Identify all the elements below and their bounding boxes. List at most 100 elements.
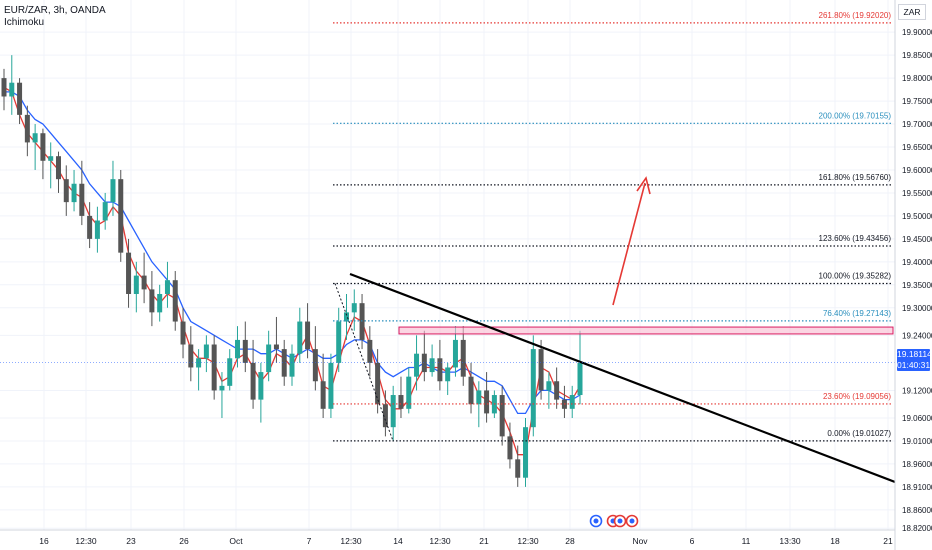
candle-body: [437, 358, 443, 382]
bar-countdown: 01:40:31: [897, 359, 931, 370]
candle-body: [499, 395, 505, 437]
candle-body: [9, 82, 15, 97]
price-tick-label: 19.80000: [902, 74, 932, 83]
time-tick-label: 6: [690, 536, 695, 546]
time-tick-label: Oct: [229, 536, 243, 546]
candle-body: [468, 376, 474, 405]
candle-body: [460, 339, 466, 377]
price-tick-label: 19.90000: [902, 28, 932, 37]
candle-body: [569, 395, 575, 409]
fib-level-label: 161.80% (19.56760): [819, 173, 892, 182]
target-arrow: [612, 182, 646, 306]
candle-body: [180, 321, 186, 345]
candle-body: [406, 376, 412, 409]
candle-body: [530, 349, 536, 428]
event-icon-dot: [593, 518, 599, 524]
candle-body: [414, 353, 420, 377]
time-tick-label: 18: [830, 536, 840, 546]
candle-body: [484, 390, 490, 414]
candle-body: [429, 358, 435, 373]
time-tick-label: 7: [307, 536, 312, 546]
last-price: 19.18114: [897, 349, 932, 359]
fib-level-label: 100.00% (19.35282): [819, 272, 892, 281]
fib-level-label: 23.60% (19.09056): [823, 392, 891, 401]
time-tick-label: 28: [565, 536, 575, 546]
time-tick-label: 12:30: [429, 536, 451, 546]
candle-body: [118, 179, 124, 253]
fibonacci-levels: 261.80% (19.92020) 200.00% (19.70155) 161.…: [333, 11, 893, 442]
currency-label[interactable]: ZAR: [898, 4, 926, 20]
candle-body: [94, 220, 100, 239]
candle-body: [312, 349, 318, 382]
candle-body: [382, 404, 388, 428]
price-tick-label: 19.35000: [902, 281, 932, 290]
fib-level-label: 0.00% (19.01027): [827, 429, 891, 438]
price-tick-label: 19.06000: [902, 414, 932, 423]
candle-body: [71, 183, 77, 203]
candle-body: [24, 114, 30, 143]
candles: [1, 55, 583, 487]
event-icon-dot: [617, 518, 623, 524]
candle-body: [375, 362, 381, 405]
time-tick-label: 21: [479, 536, 489, 546]
candle-body: [48, 156, 54, 161]
candle-body: [203, 344, 209, 359]
indicator-label[interactable]: Ichimoku: [4, 17, 45, 28]
fib-level-label: 76.40% (19.27143): [823, 309, 891, 318]
time-tick-label: 21: [883, 536, 893, 546]
candle-body: [336, 321, 342, 363]
price-tick-label: 19.30000: [902, 304, 932, 313]
candle-body: [258, 372, 264, 400]
candle-body: [211, 344, 217, 391]
price-tick-label: 19.65000: [902, 143, 932, 152]
candle-body: [172, 280, 178, 322]
last-price-badge: 19.18114 01:40:31: [897, 349, 932, 371]
time-tick-label: 14: [393, 536, 403, 546]
price-tick-label: 19.50000: [902, 212, 932, 221]
candle-body: [102, 202, 108, 221]
price-tick-label: 18.82000: [902, 524, 932, 533]
candle-body: [32, 133, 38, 143]
candle-body: [554, 381, 560, 400]
candle-body: [273, 344, 279, 350]
candle-body: [577, 362, 583, 396]
candle-body: [133, 275, 139, 294]
candle-body: [1, 78, 7, 97]
candle-body: [289, 353, 295, 377]
fib-level-label: 123.60% (19.43456): [819, 234, 892, 243]
price-tick-label: 19.55000: [902, 189, 932, 198]
time-tick-label: Nov: [632, 536, 648, 546]
candle-body: [281, 349, 287, 377]
candle-body: [250, 362, 256, 400]
candle-body: [63, 179, 69, 203]
candle-body: [235, 339, 241, 359]
time-tick-label: 16: [39, 536, 49, 546]
price-axis[interactable]: 19.90000 19.85000 19.80000 19.75000 19.70000…: [894, 0, 932, 550]
time-axis[interactable]: 16 12:30 23 26 Oct 7 12:30 14 12:30 21 12:30 28 Nov 6…: [0, 529, 895, 546]
fib-level-label: 200.00% (19.70155): [819, 111, 892, 120]
candle-body: [297, 321, 303, 354]
candle-body: [79, 183, 85, 216]
price-tick-label: 19.70000: [902, 120, 932, 129]
time-tick-label: 13:30: [779, 536, 801, 546]
candle-body: [320, 381, 326, 409]
event-icon-dot: [629, 518, 635, 524]
symbol-label[interactable]: EUR/ZAR, 3h, OANDA: [4, 5, 106, 16]
time-tick-label: 12:30: [517, 536, 539, 546]
fib-level-label: 261.80% (19.92020): [819, 11, 892, 20]
candle-body: [421, 353, 427, 373]
candle-body: [188, 344, 194, 368]
candle-body: [305, 321, 311, 350]
price-tick-label: 19.40000: [902, 258, 932, 267]
candle-body: [126, 252, 132, 294]
price-tick-label: 19.75000: [902, 97, 932, 106]
price-tick-label: 18.91000: [902, 483, 932, 492]
candle-body: [476, 390, 482, 405]
trend-line: [349, 272, 896, 484]
candle-body: [219, 385, 225, 391]
candle-body: [242, 339, 248, 363]
candle-body: [398, 395, 404, 409]
candle-body: [157, 293, 163, 313]
price-tick-label: 19.24000: [902, 331, 932, 340]
